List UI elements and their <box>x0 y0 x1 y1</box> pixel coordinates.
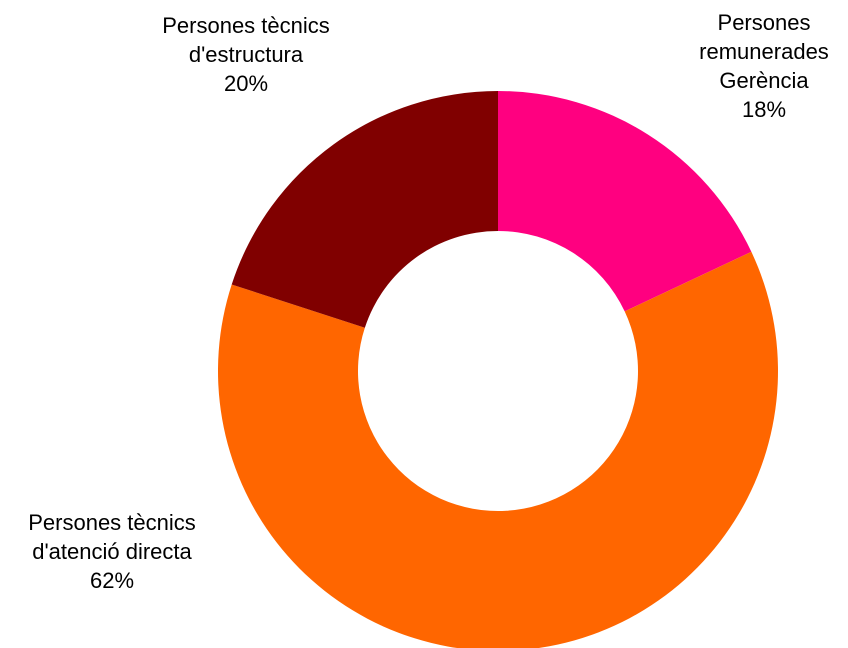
slice-2 <box>231 91 499 328</box>
slice-label-line: d'atenció directa <box>32 539 192 564</box>
slice-label-line: Gerència <box>719 68 809 93</box>
slice-label-2: Persones tècnics d'estructura 20% <box>162 13 330 96</box>
slice-label-line: Persones tècnics <box>28 510 196 535</box>
slice-1 <box>218 251 778 648</box>
slice-label-0: Persones remunerades Gerència 18% <box>699 10 829 122</box>
slice-label-1: Persones tècnics d'atenció directa 62% <box>28 510 196 593</box>
slice-value-label: 18% <box>742 97 786 122</box>
slice-value-label: 62% <box>90 568 134 593</box>
slices-group <box>218 91 778 648</box>
slice-0 <box>498 91 752 312</box>
slice-label-line: d'estructura <box>189 42 304 67</box>
slice-label-line: Persones tècnics <box>162 13 330 38</box>
slice-value-label: 20% <box>224 71 268 96</box>
slice-label-line: remunerades <box>699 39 829 64</box>
labels-group: Persones remunerades Gerència 18% Persones t… <box>28 10 829 593</box>
slice-label-line: Persones <box>718 10 811 35</box>
